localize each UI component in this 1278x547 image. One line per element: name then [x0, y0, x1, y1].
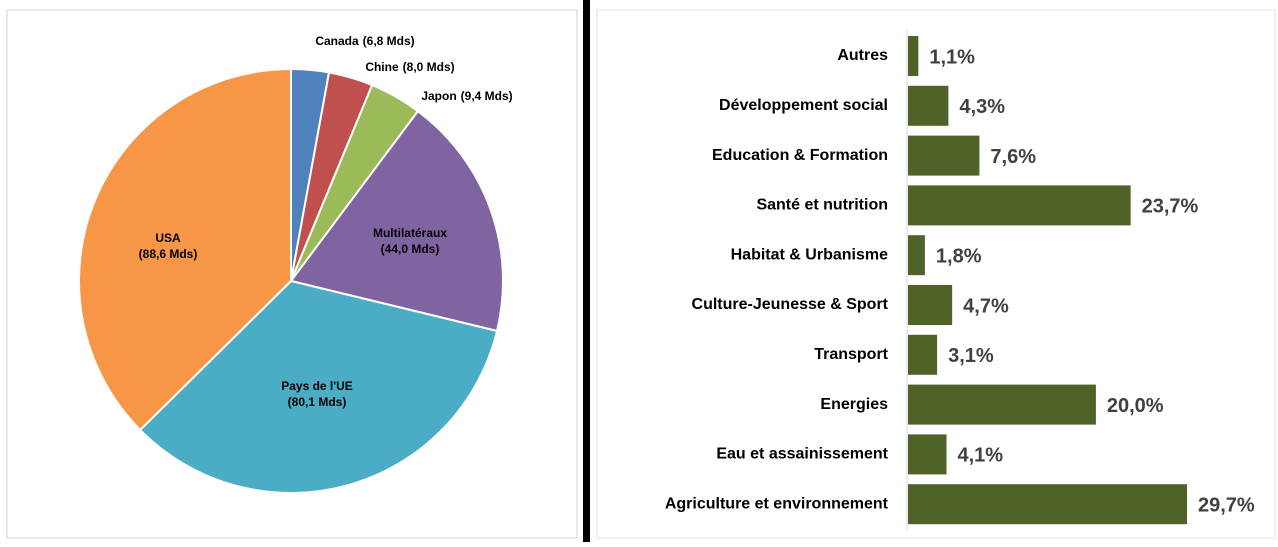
- bar: [908, 135, 980, 176]
- category-label: Transport: [814, 346, 888, 363]
- bar: [908, 484, 1187, 525]
- bar: [908, 36, 919, 76]
- slice-category: Canada: [315, 34, 359, 48]
- value-label: 1,1%: [929, 46, 975, 68]
- category-label: Energies: [820, 396, 888, 413]
- bar: [908, 384, 1096, 425]
- value-label: 23,7%: [1142, 196, 1199, 218]
- category-label: Autres: [837, 47, 888, 64]
- slice-label: Multilatéraux (44,0 Mds): [373, 226, 447, 256]
- slice-category: Japon: [421, 89, 456, 103]
- category-label: Education & Formation: [712, 147, 888, 164]
- bar: [908, 85, 949, 126]
- slice-value: (88,6 Mds): [139, 247, 198, 261]
- slice-value: (80,1 Mds): [288, 395, 347, 409]
- slice-value: (9,4 Mds): [461, 89, 513, 103]
- bar: [908, 235, 925, 276]
- value-label: 7,6%: [990, 146, 1036, 168]
- bar: [908, 434, 947, 475]
- value-label: 20,0%: [1107, 395, 1164, 417]
- slice-label: Canada (6,8 Mds): [315, 34, 414, 48]
- value-label: 3,1%: [948, 345, 994, 367]
- slice-category: Multilatéraux: [373, 226, 447, 240]
- slice-category: Pays de l'UE: [281, 379, 353, 393]
- slice-label: Chine (8,0 Mds): [365, 60, 454, 74]
- value-label: 4,7%: [963, 295, 1009, 317]
- bar: [908, 185, 1131, 226]
- slice-label: USA (88,6 Mds): [139, 231, 198, 261]
- value-label: 1,8%: [936, 245, 982, 267]
- slice-value: (44,0 Mds): [381, 242, 440, 256]
- category-label: Eau et assainissement: [716, 446, 888, 463]
- slice-label: Pays de l'UE (80,1 Mds): [281, 379, 353, 409]
- slice-category: Chine: [365, 60, 399, 74]
- category-label: Culture-Jeunesse & Sport: [692, 296, 889, 313]
- pie-chart: Canada (6,8 Mds) Chine (8,0 Mds) Japon (9,4 M…: [78, 34, 513, 494]
- category-label: Agriculture et environnement: [665, 495, 889, 512]
- slice-value: (6,8 Mds): [363, 34, 415, 48]
- bar: [908, 285, 953, 325]
- pie-slice: [78, 67, 292, 432]
- category-label: Développement social: [719, 97, 888, 114]
- pie-slice: [138, 279, 499, 494]
- value-label: 4,3%: [959, 96, 1005, 118]
- bar-chart: Autres 1,1% Développement social 4,3% Educat…: [665, 30, 1255, 530]
- bar: [908, 334, 938, 375]
- divider: [583, 0, 590, 542]
- slice-label: Japon (9,4 Mds): [421, 89, 512, 103]
- category-label: Santé et nutrition: [756, 197, 888, 214]
- value-label: 4,1%: [958, 445, 1004, 467]
- value-label: 29,7%: [1198, 494, 1255, 516]
- pie-slice: [289, 109, 504, 333]
- slice-value: (8,0 Mds): [403, 60, 455, 74]
- slice-category: USA: [155, 231, 181, 245]
- category-label: Habitat & Urbanisme: [731, 246, 888, 263]
